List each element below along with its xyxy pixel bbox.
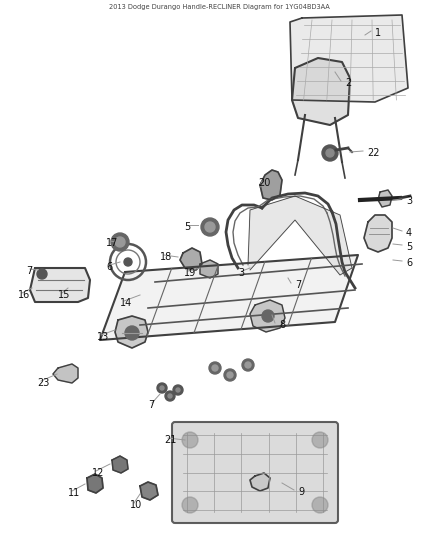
FancyBboxPatch shape <box>172 422 338 523</box>
Text: 2013 Dodge Durango Handle-RECLINER Diagram for 1YG04BD3AA: 2013 Dodge Durango Handle-RECLINER Diagr… <box>109 4 329 10</box>
Text: 8: 8 <box>279 320 285 330</box>
Circle shape <box>201 218 219 236</box>
Circle shape <box>115 237 125 247</box>
Text: 12: 12 <box>92 468 104 478</box>
Polygon shape <box>30 268 90 302</box>
Circle shape <box>312 432 328 448</box>
Circle shape <box>312 497 328 513</box>
Text: 17: 17 <box>106 238 118 248</box>
Polygon shape <box>140 482 158 500</box>
Circle shape <box>37 269 47 279</box>
Text: 3: 3 <box>406 196 412 206</box>
Text: 23: 23 <box>37 378 49 388</box>
Circle shape <box>176 388 180 392</box>
Text: 9: 9 <box>298 487 304 497</box>
Polygon shape <box>180 248 202 270</box>
Circle shape <box>124 258 132 266</box>
Circle shape <box>326 149 334 157</box>
Text: 7: 7 <box>26 266 32 276</box>
Circle shape <box>160 386 164 390</box>
Text: 5: 5 <box>184 222 190 232</box>
Polygon shape <box>200 260 218 278</box>
Text: 14: 14 <box>120 298 132 308</box>
Polygon shape <box>292 58 350 125</box>
Text: 11: 11 <box>68 488 80 498</box>
Circle shape <box>111 233 129 251</box>
Text: 20: 20 <box>258 178 270 188</box>
Text: 15: 15 <box>58 290 71 300</box>
Text: 13: 13 <box>97 332 109 342</box>
Polygon shape <box>115 316 148 348</box>
Circle shape <box>182 432 198 448</box>
Text: 22: 22 <box>367 148 379 158</box>
Polygon shape <box>378 190 392 207</box>
Text: 6: 6 <box>106 262 112 272</box>
Text: 18: 18 <box>160 252 172 262</box>
Text: 5: 5 <box>406 242 412 252</box>
Text: 7: 7 <box>295 280 301 290</box>
Text: 4: 4 <box>406 228 412 238</box>
Circle shape <box>205 222 215 232</box>
Text: 3: 3 <box>238 268 244 278</box>
Circle shape <box>224 369 236 381</box>
Polygon shape <box>260 170 282 200</box>
Text: 6: 6 <box>406 258 412 268</box>
Circle shape <box>173 385 183 395</box>
Circle shape <box>182 497 198 513</box>
Polygon shape <box>87 474 103 493</box>
Circle shape <box>157 383 167 393</box>
Polygon shape <box>250 300 285 332</box>
Circle shape <box>242 359 254 371</box>
Polygon shape <box>112 456 128 473</box>
Text: 7: 7 <box>148 400 154 410</box>
Circle shape <box>125 326 139 340</box>
Text: 19: 19 <box>184 268 196 278</box>
Circle shape <box>168 394 172 398</box>
Circle shape <box>227 372 233 378</box>
Text: 10: 10 <box>130 500 142 510</box>
Circle shape <box>165 391 175 401</box>
Text: 2: 2 <box>345 78 351 88</box>
Polygon shape <box>53 364 78 383</box>
Circle shape <box>322 145 338 161</box>
Text: 21: 21 <box>164 435 177 445</box>
Polygon shape <box>248 196 352 275</box>
Polygon shape <box>364 215 392 252</box>
Circle shape <box>212 365 218 371</box>
Text: 16: 16 <box>18 290 30 300</box>
Circle shape <box>245 362 251 368</box>
Text: 1: 1 <box>375 28 381 38</box>
Polygon shape <box>250 473 270 491</box>
Polygon shape <box>100 255 358 340</box>
Polygon shape <box>290 15 408 102</box>
Circle shape <box>262 310 274 322</box>
Circle shape <box>209 362 221 374</box>
